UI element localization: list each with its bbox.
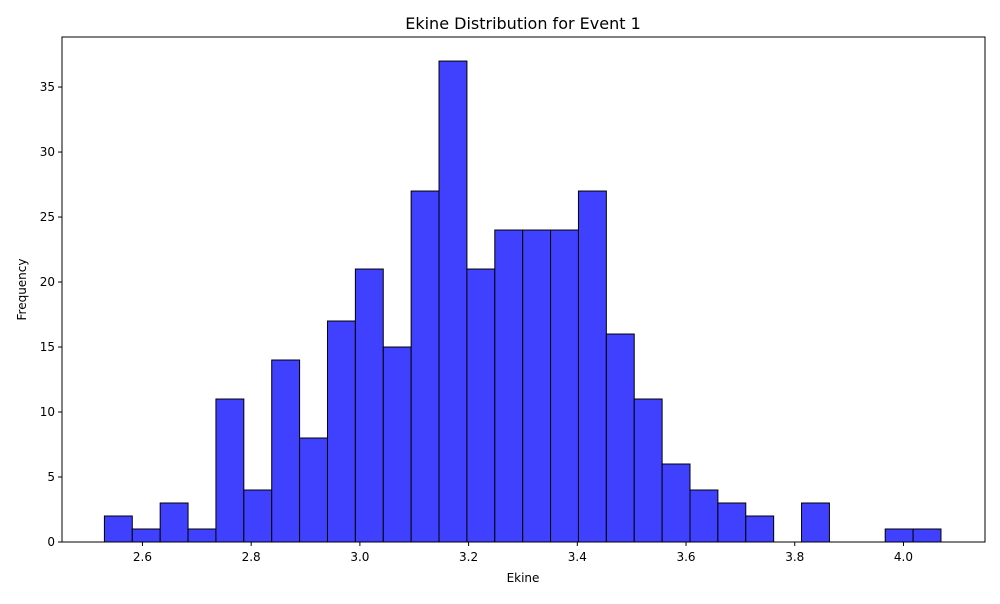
- histogram-bar: [605, 333, 635, 543]
- y-tick-label: 5: [47, 470, 55, 484]
- x-tick-label: 3.2: [459, 550, 478, 564]
- histogram-bar: [494, 229, 524, 543]
- x-axis-ticks: 2.6 2.8 3.0 3.2 3.4 3.6 3.8 4.0: [133, 542, 913, 564]
- histogram-bar: [522, 229, 552, 543]
- histogram-bar: [382, 346, 412, 543]
- histogram-bar: [131, 528, 161, 543]
- x-tick-label: 4.0: [894, 550, 913, 564]
- y-tick-label: 25: [40, 210, 55, 224]
- x-tick-label: 2.8: [242, 550, 261, 564]
- y-tick-label: 10: [40, 405, 55, 419]
- plot-frame: [61, 36, 986, 543]
- x-tick-label: 2.6: [133, 550, 152, 564]
- y-axis-ticks: 0 5 10 15 20 25 30 35: [40, 80, 62, 549]
- histogram-bar: [912, 528, 942, 543]
- histogram-bar: [187, 528, 217, 543]
- histogram-bar: [103, 515, 133, 543]
- histogram-bar: [354, 268, 384, 543]
- y-tick-label: 0: [47, 535, 55, 549]
- y-axis-label: Frequency: [15, 259, 29, 321]
- histogram-bar: [271, 359, 301, 543]
- histogram-bar: [550, 229, 579, 543]
- x-axis-label: Ekine: [507, 571, 540, 585]
- histogram-bar: [299, 437, 328, 543]
- y-tick-label: 15: [40, 340, 55, 354]
- y-tick-label: 30: [40, 145, 55, 159]
- histogram-bar: [243, 489, 273, 543]
- bars-group: [103, 60, 942, 543]
- histogram-bar: [466, 268, 496, 543]
- histogram-bar: [661, 463, 691, 543]
- histogram-bar: [801, 502, 830, 543]
- histogram-bar: [438, 60, 468, 543]
- y-tick-label: 35: [40, 80, 55, 94]
- histogram-bar: [159, 502, 189, 543]
- x-tick-label: 3.6: [676, 550, 695, 564]
- histogram-bar: [717, 502, 747, 543]
- x-tick-label: 3.8: [785, 550, 804, 564]
- histogram-bar: [633, 398, 663, 543]
- chart-title: Ekine Distribution for Event 1: [405, 14, 641, 33]
- histogram-bar: [884, 528, 914, 543]
- histogram-bar: [577, 190, 607, 543]
- histogram-bar: [745, 515, 775, 543]
- x-tick-label: 3.4: [568, 550, 587, 564]
- histogram-bar: [215, 398, 245, 543]
- histogram-bar: [689, 489, 719, 543]
- y-tick-label: 20: [40, 275, 55, 289]
- x-tick-label: 3.0: [350, 550, 369, 564]
- histogram-bar: [326, 320, 356, 543]
- histogram-bar: [410, 190, 440, 543]
